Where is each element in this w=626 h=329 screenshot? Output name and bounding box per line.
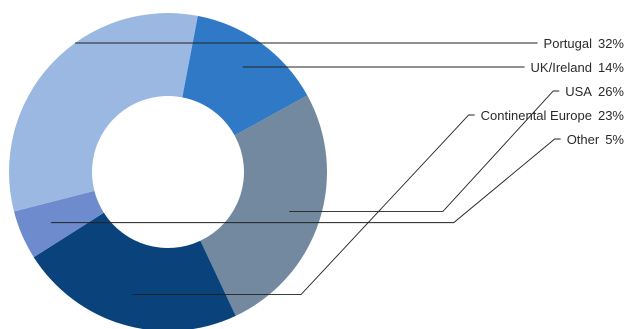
leader-line-continental-europe (132, 114, 475, 295)
slice-continental-europe (33, 212, 236, 329)
value-label-uk-ireland: 14% (598, 60, 624, 75)
slice-labels: 32% Portugal 14% UK/Ireland 26% USA 23% Contine… (481, 36, 625, 147)
category-label-other: Other (567, 132, 600, 147)
category-label-portugal: Portugal (544, 36, 593, 51)
slice-uk-ireland (182, 15, 308, 136)
category-label-usa: USA (565, 84, 592, 99)
slice-usa (200, 95, 327, 316)
category-label-uk-ireland: UK/Ireland (531, 60, 592, 75)
value-label-usa: 26% (598, 84, 624, 99)
value-label-portugal: 32% (598, 36, 624, 51)
value-label-other: 5% (605, 132, 624, 147)
leader-lines (50, 42, 561, 295)
donut-slices (8, 13, 327, 329)
leader-line-other (50, 138, 561, 224)
value-label-continental-europe: 23% (598, 108, 624, 123)
leader-line-usa (289, 90, 560, 212)
slice-portugal (8, 13, 198, 212)
slice-other (13, 190, 104, 258)
category-label-continental-europe: Continental Europe (481, 108, 592, 123)
